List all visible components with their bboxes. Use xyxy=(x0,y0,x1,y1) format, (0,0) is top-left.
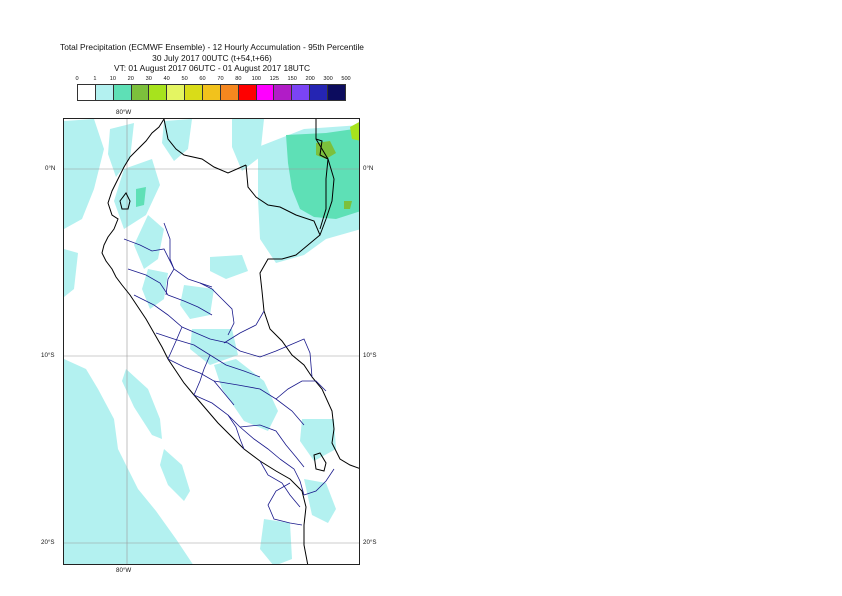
legend-label: 300 xyxy=(323,76,333,82)
legend-label: 10 xyxy=(109,76,116,82)
legend-swatch xyxy=(167,85,186,100)
lat-label-0-left: 0°N xyxy=(45,165,56,172)
legend-label: 100 xyxy=(251,76,261,82)
legend-label: 20 xyxy=(127,76,134,82)
legend-label: 500 xyxy=(341,76,351,82)
legend-swatch xyxy=(256,85,275,100)
legend-label: 30 xyxy=(145,76,152,82)
lat-label-0-right: 0°N xyxy=(363,165,374,172)
map-title: Total Precipitation (ECMWF Ensemble) - 1… xyxy=(0,42,424,74)
legend-swatch xyxy=(328,85,345,100)
lat-label-20-right: 20°S xyxy=(363,539,377,546)
legend-swatch xyxy=(292,85,311,100)
lat-label-10-left: 10°S xyxy=(41,352,55,359)
lat-label-10-right: 10°S xyxy=(363,352,377,359)
legend-label: 0 xyxy=(75,76,79,82)
title-line-2: 30 July 2017 00UTC (t+54,t+66) xyxy=(152,52,272,63)
title-line-3: VT: 01 August 2017 06UTC - 01 August 201… xyxy=(114,63,310,74)
legend-swatch xyxy=(78,85,96,100)
precip-shading-medium xyxy=(136,127,359,219)
legend-swatch xyxy=(274,85,293,100)
legend-labels: 0 1 10 20 30 40 50 60 70 80 100 125 150 200 300 500 xyxy=(75,76,350,85)
legend-swatch xyxy=(131,85,150,100)
title-line-1: Total Precipitation (ECMWF Ensemble) - 1… xyxy=(60,42,364,52)
legend-label: 80 xyxy=(235,76,242,82)
map-frame xyxy=(63,118,360,565)
legend-swatch xyxy=(310,85,329,100)
coastline xyxy=(101,119,359,564)
map-svg xyxy=(64,119,359,564)
legend-label: 150 xyxy=(287,76,297,82)
graticule xyxy=(64,119,359,564)
legend-label: 60 xyxy=(199,76,206,82)
legend-swatch xyxy=(149,85,168,100)
lon-label-bottom: 80°W xyxy=(116,567,132,574)
legend-label: 40 xyxy=(163,76,170,82)
legend-label: 125 xyxy=(269,76,279,82)
lat-label-20-left: 20°S xyxy=(41,539,55,546)
lon-label-top: 80°W xyxy=(116,109,132,116)
color-legend: 0 1 10 20 30 40 50 60 70 80 100 125 150 200 300 500 xyxy=(75,76,351,102)
precip-shading-light xyxy=(64,119,359,564)
country-borders xyxy=(163,119,335,236)
legend-label: 1 xyxy=(93,76,97,82)
legend-bar xyxy=(77,84,346,101)
legend-swatch xyxy=(220,85,239,100)
legend-swatch xyxy=(113,85,132,100)
legend-swatch xyxy=(95,85,114,100)
legend-label: 70 xyxy=(217,76,224,82)
legend-label: 200 xyxy=(305,76,315,82)
legend-swatch xyxy=(238,85,257,100)
legend-swatch xyxy=(185,85,204,100)
legend-label: 50 xyxy=(181,76,188,82)
department-borders xyxy=(123,222,335,526)
legend-swatch xyxy=(203,85,221,100)
